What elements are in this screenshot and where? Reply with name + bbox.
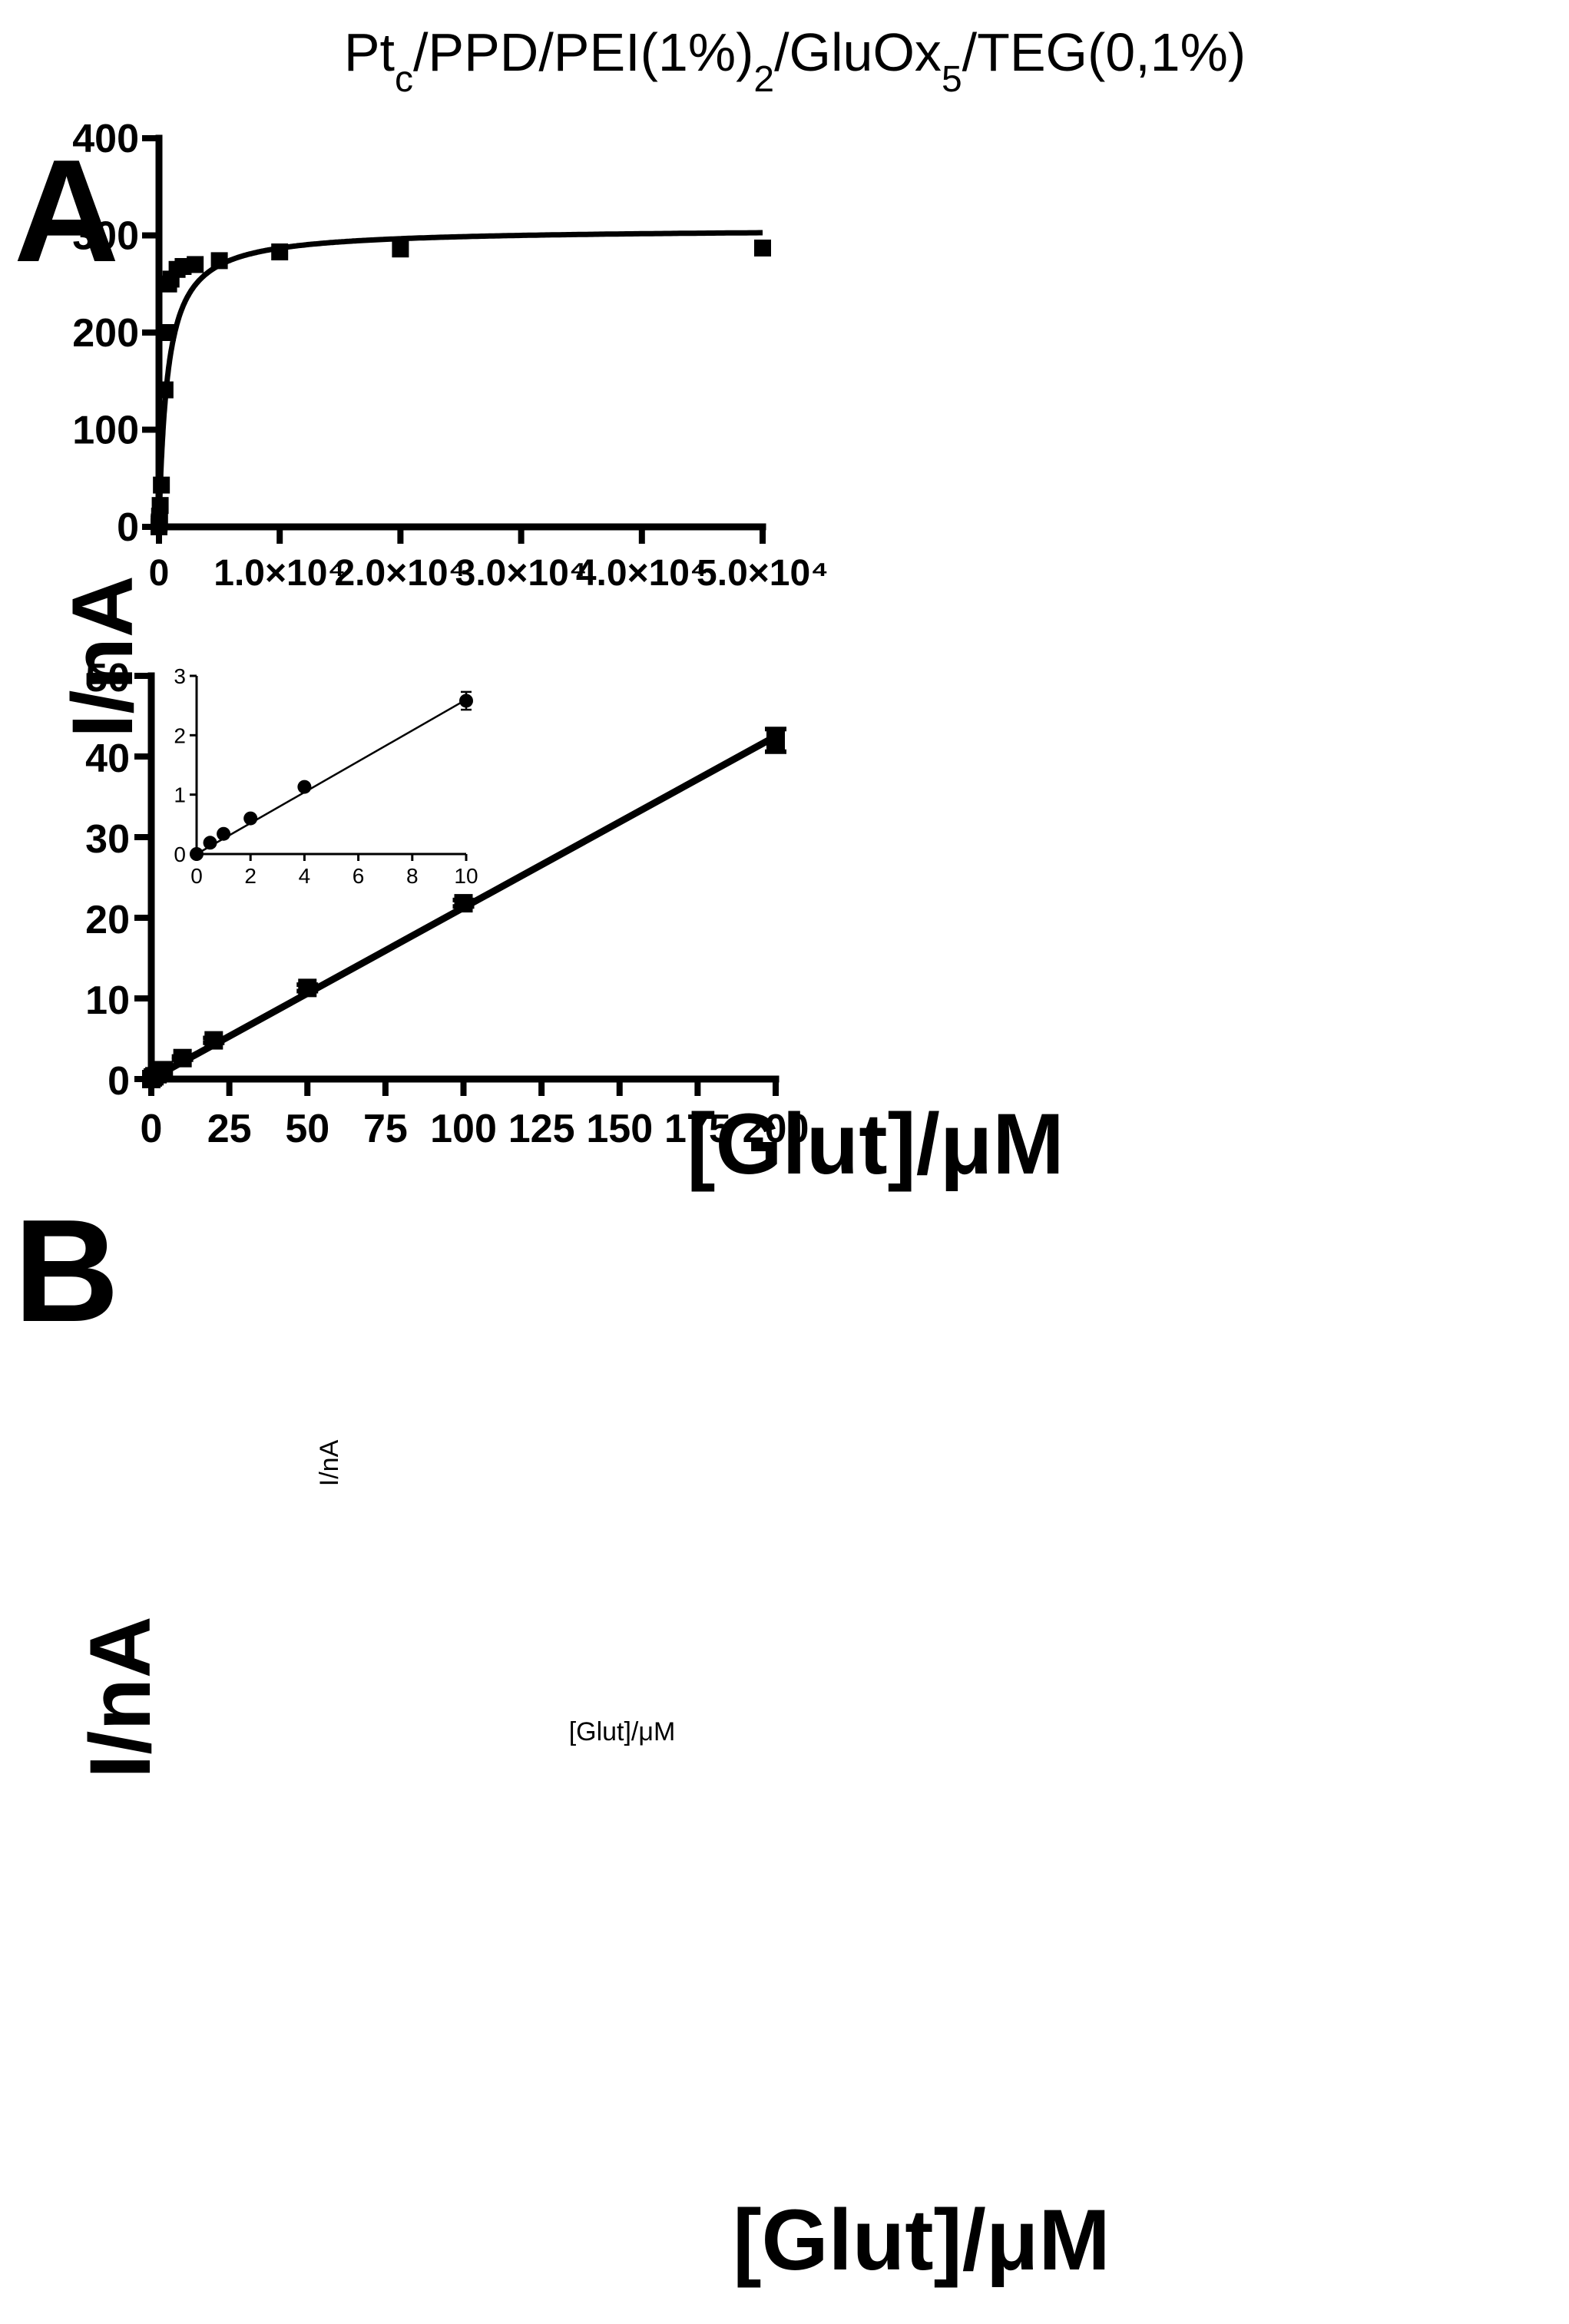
chart-a-data-point [153,476,170,494]
chart-b-y-axis-label: I/nA [72,1616,168,1779]
inset-y-axis-label: I/nA [315,1439,344,1486]
chart-a-data-point [159,324,177,341]
chart-b-x-tick-label: 100 [430,1107,497,1151]
chart-b-y-tick-label: 40 [85,737,130,781]
inset-x-tick-label: 4 [299,864,311,888]
chart-a-axes [155,134,766,531]
chart-b-x-tick-label: 125 [508,1107,575,1151]
figure-title-part: Pt [344,22,395,82]
chart-a-data-point [392,240,409,258]
inset-x-tick-label: 6 [353,864,365,888]
chart-a-y-axis-label: I/nA [55,575,151,738]
chart-b-x-tick-label: 25 [207,1107,252,1151]
chart-b-x-tick-label: 50 [285,1107,329,1151]
chart-b-data-point [204,1031,223,1050]
inset-points [190,690,473,861]
chart-b-data-point [154,1061,174,1080]
inset-x-tick-label: 0 [190,864,203,888]
figure-title-part: /GluOx [774,22,942,82]
chart-a-data-point [187,256,204,273]
chart-b-x-tick-label: 175 [664,1107,731,1151]
chart-b-y-tick-label: 10 [85,978,130,1023]
chart-b-data-point [173,1048,192,1068]
chart-a-x-tick-label: 3.0×10⁴ [455,553,588,594]
chart-b-y-tick-label: 20 [85,898,130,942]
chart-a-data-point [754,239,771,257]
inset-y-tick-label: 1 [174,783,186,807]
inset-x-tick-label: 10 [454,864,478,888]
figure-title: Ptc/PPD/PEI(1%)2/GluOx5/TEG(0,1%) [344,22,1246,100]
chart-a-data-point [151,497,169,515]
inset-x-tick-label: 8 [406,864,419,888]
chart-b-y-tick-label: 50 [85,656,130,700]
chart-a-data-point [156,381,174,399]
figure-title-part: /TEG(0,1%) [962,22,1246,82]
chart-b-x-tick-label: 75 [363,1107,408,1151]
chart-a-y-tick-label: 300 [72,214,139,259]
chart-b-x-axis-label: [Glut]/μM [733,2192,1110,2288]
chart-b-x-tick-label: 200 [743,1107,809,1151]
chart-a-y-tick-label: 0 [117,505,139,550]
chart-a-y-tick-label: 100 [72,409,139,453]
inset-data-point [243,811,258,826]
inset-data-point [190,847,204,861]
chart-a-x-tick-label: 5.0×10⁴ [697,553,829,594]
chart-b-x-tick-label: 0 [141,1107,163,1151]
chart-a-points [151,239,771,535]
figure-title-part: c [395,59,413,100]
panel-a-label: A [14,130,119,293]
chart-a-x-tick-label: 1.0×10⁴ [214,553,346,594]
figure-title-part: 5 [942,59,962,100]
chart-a-y-tick-label: 400 [72,117,139,161]
chart-a-y-tick-label: 200 [72,311,139,356]
panel-b-label: B [14,1190,119,1352]
chart-b-data-point [454,894,473,913]
chart-a-x-tick-label: 2.0×10⁴ [334,553,466,594]
inset-fit-path [196,698,467,856]
figure-title-part: /PPD/PEI(1%) [413,22,753,82]
chart-a-x-axis-label: [Glut]/μM [687,1096,1064,1192]
chart-a-data-point [210,252,228,270]
figure-title-part: 2 [753,59,774,100]
chart-a-x-tick-label: 0 [149,553,170,594]
inset-y-tick-label: 3 [174,664,186,688]
inset-y-tick-label: 0 [174,843,186,866]
inset-x-axis-label: [Glut]/μM [569,1717,676,1746]
chart-a-data-point [271,243,289,261]
chart-b-points [142,727,786,1088]
chart-a-fit-curve [156,230,763,527]
chart-b-x-tick-label: 150 [586,1107,653,1151]
inset-y-tick-label: 2 [174,723,186,747]
chart-b-data-point [766,731,785,750]
chart-b-y-tick-label: 30 [85,817,130,862]
inset-axes [195,676,466,856]
inset-ticks: 0 1 2 3 0 2 4 6 8 10 [174,664,478,888]
chart-b-data-point [298,978,317,998]
chart-b-inset: 0 1 2 3 0 2 4 6 8 10 [Glut]/μM I/nA [174,664,675,1746]
chart-a-ticks: 0 100 200 300 400 0 1.0×10⁴2.0×10⁴3.0×10⁴4.0×1… [72,117,829,594]
chart-a-fit-path [156,230,763,527]
inset-fit-line [196,698,467,856]
inset-x-tick-label: 2 [244,864,257,888]
inset-data-point [297,780,312,794]
inset-data-point [203,836,217,850]
inset-data-point [459,694,473,708]
chart-a-x-tick-label: 4.0×10⁴ [576,553,708,594]
inset-data-point [217,826,231,841]
chart-b-y-tick-label: 0 [108,1059,130,1104]
